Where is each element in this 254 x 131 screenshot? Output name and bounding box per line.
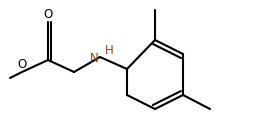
Text: O: O (17, 58, 27, 71)
Text: O: O (43, 8, 53, 21)
Text: H: H (105, 45, 114, 58)
Text: N: N (90, 51, 99, 64)
